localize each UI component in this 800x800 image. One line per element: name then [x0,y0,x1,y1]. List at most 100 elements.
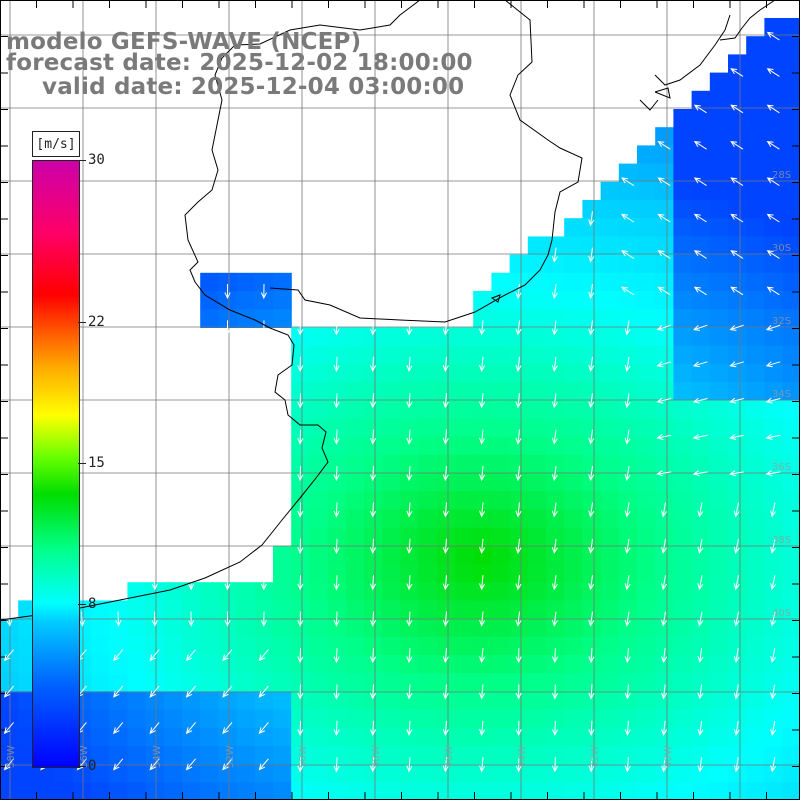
colorbar-tick-label: 0 [88,758,97,774]
speed-cell [746,363,765,383]
speed-cell [400,782,420,800]
speed-cell [527,582,547,601]
speed-cell [382,746,401,765]
speed-cell [491,727,511,747]
speed-cell [91,655,110,674]
speed-cell [400,327,420,347]
speed-cell [618,582,638,601]
speed-cell [291,782,310,800]
speed-cell [327,618,347,638]
wind-arrow [258,758,269,771]
speed-cell [491,691,511,711]
speed-cell [564,363,583,383]
wind-arrow [442,465,449,482]
wind-arrow [588,575,595,591]
wind-arrow [185,685,196,698]
speed-cell [655,473,674,492]
speed-cell [728,636,747,656]
speed-cell [200,764,219,783]
speed-cell [546,491,565,510]
speed-cell [163,636,183,656]
speed-cell [546,527,565,547]
speed-cell [418,636,438,656]
speed-cell [582,327,602,347]
speed-cell [436,545,456,565]
speed-cell [600,236,620,256]
speed-cell [782,254,800,274]
wind-arrow [730,250,744,259]
speed-cell [236,636,256,656]
speed-cell [691,400,711,419]
speed-cell [291,545,310,565]
wind-arrow [657,250,671,259]
latitude-label: 32S [772,316,791,327]
wind-arrow [406,575,413,591]
speed-cell [655,200,674,219]
speed-cell [382,436,401,456]
wind-arrow [333,647,340,664]
speed-cell [709,691,729,711]
speed-cell [728,727,747,747]
speed-cell [728,327,747,347]
speed-cell [709,636,729,656]
wind-arrow [515,647,522,664]
speed-cell [418,527,438,547]
speed-cell [309,509,329,529]
speed-cell [473,564,492,583]
speed-cell [691,272,711,292]
speed-cell [709,163,729,183]
speed-cell [200,636,219,656]
speed-cell [709,618,729,638]
wind-arrow [222,722,233,735]
speed-cell [709,600,729,620]
speed-cell [746,473,765,492]
speed-cell [764,181,784,201]
speed-cell [546,272,565,292]
speed-cell [564,746,583,765]
speed-cell [509,727,529,747]
speed-cell [546,309,565,328]
speed-cell [327,673,347,692]
speed-cell [582,564,602,583]
speed-cell [145,600,165,620]
speed-cell [655,236,674,256]
speed-cell [91,709,110,729]
speed-cell [637,145,656,165]
speed-cell [400,491,420,510]
wind-arrow [765,324,781,331]
speed-cell [436,600,456,620]
speed-cell [746,200,765,219]
colorbar-tick [78,766,86,767]
latitude-label: 36S [772,462,791,473]
speed-cell [728,691,747,711]
wind-arrow [479,611,486,627]
wind-arrow [479,320,486,336]
wind-arrow [657,213,671,223]
speed-cell [746,36,765,55]
speed-cell [673,545,693,565]
speed-cell [728,309,747,328]
wind-arrow [692,470,708,477]
speed-cell [546,418,565,438]
longitude-label: 54W [152,745,163,768]
speed-cell [218,709,238,729]
speed-cell [473,327,492,347]
speed-cell [582,527,602,547]
wind-arrow [406,393,413,409]
speed-cell [382,764,401,783]
wind-arrow [442,429,449,445]
speed-cell [709,309,729,328]
speed-cell [145,782,165,800]
speed-cell [600,527,620,547]
wind-arrow [442,320,449,336]
speed-cell [327,545,347,565]
wind-arrow [588,611,595,627]
speed-cell [655,382,674,401]
wind-arrow [224,575,231,591]
speed-cell [782,181,800,201]
speed-cell [564,254,583,274]
speed-cell [618,491,638,510]
speed-cell [582,400,602,419]
speed-cell [764,655,784,674]
